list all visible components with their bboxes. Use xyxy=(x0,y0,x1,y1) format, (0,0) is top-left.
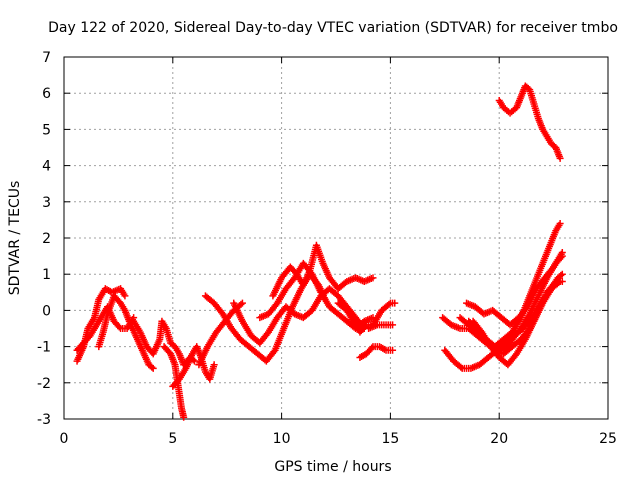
y-tick-label: -2 xyxy=(37,376,51,392)
series-arc-7 xyxy=(195,299,246,369)
data-point xyxy=(389,346,397,354)
data-point xyxy=(556,154,564,162)
data-point xyxy=(555,279,563,287)
data-point xyxy=(558,248,566,256)
series-arc-13 xyxy=(356,343,397,361)
y-tick-label: 4 xyxy=(42,159,51,175)
axis-ticks: 0 5 10 15 20 25 -3 -2 -1 0 1 2 3 4 5 6 7 xyxy=(37,50,617,447)
grid-lines xyxy=(64,57,608,419)
series-arc-11 xyxy=(269,241,377,300)
data-series xyxy=(73,82,566,421)
data-point xyxy=(389,321,397,329)
x-tick-label: 10 xyxy=(273,431,291,447)
series-arc-2 xyxy=(73,303,138,354)
y-tick-label: -3 xyxy=(37,412,51,428)
data-point xyxy=(556,220,564,228)
x-tick-label: 15 xyxy=(381,431,399,447)
chart-title: Day 122 of 2020, Sidereal Day-to-day VTE… xyxy=(48,20,618,36)
y-axis-label: SDTVAR / TECUs xyxy=(7,181,23,296)
y-tick-label: 1 xyxy=(42,267,51,283)
series-arc-12 xyxy=(334,299,399,336)
series-arc-5 xyxy=(160,343,188,421)
series-arc-3 xyxy=(95,292,157,372)
series-arc-21 xyxy=(495,82,564,162)
data-point xyxy=(457,363,465,371)
series-arc-20 xyxy=(469,277,564,369)
data-point xyxy=(115,323,123,331)
data-point xyxy=(148,363,156,371)
x-tick-label: 25 xyxy=(599,431,617,447)
y-tick-label: 2 xyxy=(42,231,51,247)
series-arc-1 xyxy=(73,285,129,365)
data-point xyxy=(391,299,399,307)
y-tick-label: 0 xyxy=(42,303,51,319)
data-point xyxy=(180,413,188,421)
x-tick-label: 0 xyxy=(60,431,69,447)
y-tick-label: 6 xyxy=(42,86,51,102)
data-point xyxy=(557,271,565,279)
data-point xyxy=(238,299,246,307)
data-point xyxy=(149,364,157,372)
x-axis-label: GPS time / hours xyxy=(274,459,391,475)
x-tick-label: 20 xyxy=(490,431,508,447)
data-point xyxy=(369,274,377,282)
y-tick-label: 7 xyxy=(42,50,51,66)
series-arc-19 xyxy=(463,248,566,329)
y-tick-label: 3 xyxy=(42,195,51,211)
series-arc-17 xyxy=(456,220,564,351)
data-point xyxy=(237,300,245,308)
series-arc-4 xyxy=(130,317,199,369)
series-arc-14 xyxy=(365,321,397,332)
data-point xyxy=(121,292,129,300)
data-point xyxy=(270,348,278,356)
data-point xyxy=(368,344,376,352)
y-tick-label: 5 xyxy=(42,122,51,138)
x-tick-label: 5 xyxy=(168,431,177,447)
data-point xyxy=(556,277,564,285)
data-point xyxy=(558,270,566,278)
y-tick-label: -1 xyxy=(37,340,51,356)
data-point xyxy=(210,361,218,369)
data-point xyxy=(385,300,393,308)
